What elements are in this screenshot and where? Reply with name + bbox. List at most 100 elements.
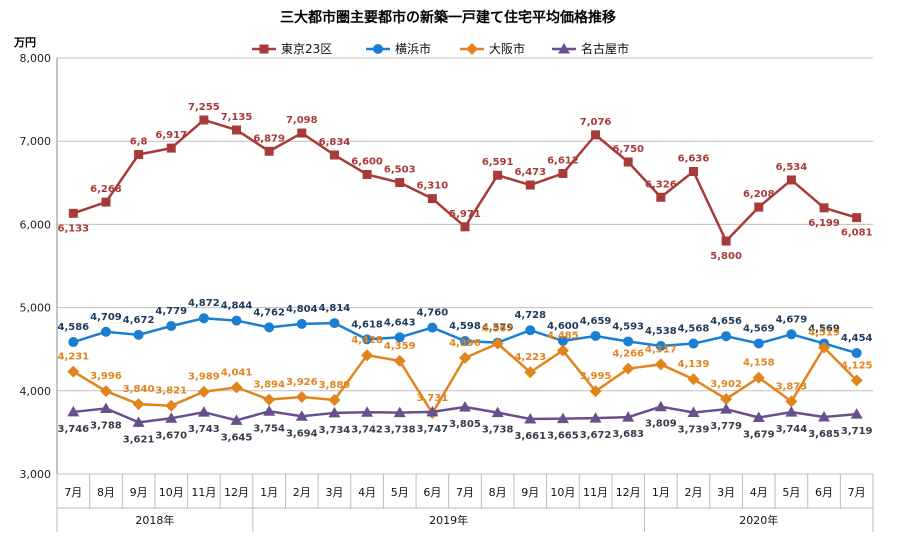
data-point [622,362,635,375]
data-point [852,213,862,223]
data-label: 3,989 [188,372,220,383]
data-label: 4,139 [678,359,710,370]
data-point [68,337,79,348]
data-label: 3,805 [449,419,481,430]
x-tick-label: 11月 [191,486,216,499]
data-point [525,180,535,190]
data-point [721,236,731,246]
year-group-label: 2020年 [739,513,778,527]
data-label: 4,844 [221,301,253,312]
y-tick-label: 4,000 [20,385,52,398]
data-label: 4,672 [123,315,155,326]
axes: 3,000 4,000 5,000 6,000 7,000 8,000 7月 8月 9月 10月 1… [20,52,874,532]
legend-entry: 名古屋市 [581,41,629,56]
y-tick-label: 8,000 [20,52,52,65]
data-point [655,341,666,352]
data-label: 4,538 [645,326,677,337]
data-point [393,354,406,367]
data-label: 3,670 [155,430,187,441]
data-label: 3,661 [514,431,546,442]
x-tick-label: 6月 [423,486,441,499]
data-label: 4,041 [221,367,253,378]
data-label: 3,902 [710,379,742,390]
legend-entry: 東京23区 [281,42,332,56]
data-label: 4,728 [514,310,546,321]
data-label: 6,917 [155,130,187,141]
data-point [590,330,601,341]
data-point [819,203,829,213]
data-point [786,175,796,185]
data-label: 6,600 [351,156,383,167]
x-tick-label: 5月 [391,486,409,499]
data-label: 3,779 [710,421,742,432]
x-tick-label: 7月 [456,486,474,499]
data-label: 4,659 [580,316,612,327]
data-point [362,334,373,345]
data-point [427,194,437,204]
gridlines [57,57,873,475]
data-label: 4,593 [612,321,644,332]
data-label: 3,683 [612,429,644,440]
data-label: 4,779 [155,306,187,317]
data-point [491,406,504,418]
data-point [623,336,634,347]
data-point [752,371,765,384]
data-point [491,337,504,350]
data-point [557,335,568,346]
data-point [753,338,764,349]
data-point [688,338,699,349]
chart-title: 三大都市圏主要都市の新築一戸建て住宅平均価格推移 [280,9,616,26]
legend-entry: 横浜市 [395,41,431,56]
x-tick-label: 12月 [616,486,641,499]
data-point [589,412,602,423]
data-point [654,400,667,412]
y-axis-unit-label: 万円 [13,36,36,49]
data-point [198,313,209,324]
data-label: 4,567 [482,324,514,335]
data-point [264,322,275,333]
data-label: 3,894 [253,380,285,391]
data-point [263,393,276,406]
data-point [591,130,601,140]
data-point [67,405,80,417]
data-label: 4,814 [319,303,351,314]
data-point [99,385,112,398]
data-label: 6,268 [90,184,122,195]
data-point [851,348,862,359]
data-label: 4,762 [253,307,285,318]
data-point [297,128,307,138]
data-label: 4,804 [286,304,318,315]
data-label: 6,534 [776,162,808,173]
y-tick-label: 5,000 [20,302,52,315]
data-point [850,374,863,387]
data-label: 4,579 [482,323,514,334]
data-label: 6,081 [841,228,873,239]
data-label: 3,788 [90,420,122,431]
data-label: 3,738 [482,425,514,436]
data-label: 7,255 [188,102,220,113]
data-point [720,403,733,414]
data-label: 4,760 [417,308,449,319]
data-label: 3,754 [253,423,285,434]
data-point [524,413,537,424]
x-tick-label: 10月 [159,486,184,499]
data-point [687,406,700,418]
data-label: 6,612 [547,155,579,166]
data-point [394,332,405,343]
data-label: 3,873 [776,381,808,392]
data-point [296,318,307,329]
data-label: 7,076 [580,117,612,128]
data-point [263,405,276,416]
data-label: 7,098 [286,115,318,126]
data-point [656,192,666,202]
data-label: 3,995 [580,371,612,382]
data-label: 3,621 [123,434,155,445]
y-tick-label: 7,000 [20,135,52,148]
legend: 東京23区 横浜市 大阪市 名古屋市 [252,41,629,56]
data-label: 4,600 [547,321,579,332]
data-label: 4,569 [743,323,775,334]
x-tick-label: 3月 [717,486,735,499]
data-point [68,208,78,218]
data-point [329,150,339,160]
